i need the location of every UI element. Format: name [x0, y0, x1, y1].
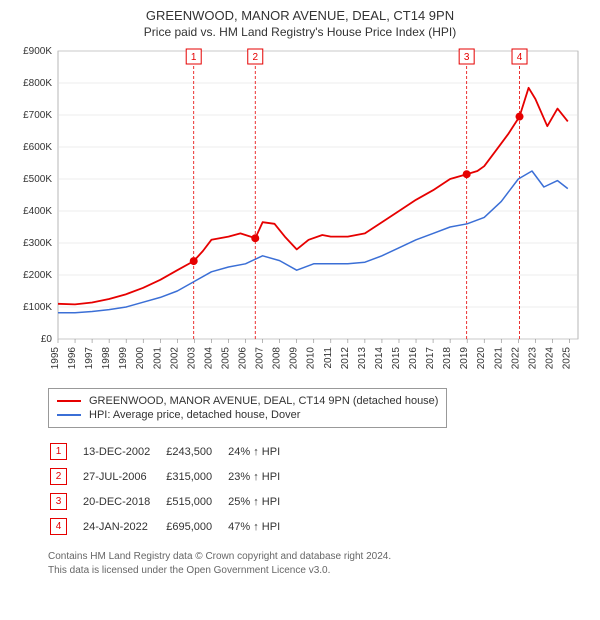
transaction-price: £315,000: [166, 465, 226, 488]
svg-text:2: 2: [252, 52, 258, 63]
svg-text:£200K: £200K: [23, 270, 52, 281]
legend-label: HPI: Average price, detached house, Dove…: [89, 409, 300, 421]
svg-text:1998: 1998: [101, 347, 112, 370]
transactions-table: 1 13-DEC-2002£243,50024% ↑ HPI 2 27-JUL-200…: [48, 438, 296, 540]
transaction-badge: 3: [50, 493, 67, 510]
svg-text:2019: 2019: [459, 347, 470, 370]
svg-text:2006: 2006: [238, 347, 249, 370]
svg-text:£0: £0: [41, 334, 53, 345]
transaction-date: 27-JUL-2006: [83, 465, 164, 488]
transaction-pct: 25% ↑ HPI: [228, 490, 294, 513]
transaction-date: 13-DEC-2002: [83, 440, 164, 463]
transaction-row: 4 24-JAN-2022£695,00047% ↑ HPI: [50, 515, 294, 538]
svg-text:2009: 2009: [289, 347, 300, 370]
svg-text:2018: 2018: [442, 347, 453, 370]
svg-text:£700K: £700K: [23, 110, 52, 121]
svg-text:£800K: £800K: [23, 78, 52, 89]
transaction-date: 24-JAN-2022: [83, 515, 164, 538]
svg-text:2005: 2005: [220, 347, 231, 370]
svg-text:2012: 2012: [340, 347, 351, 370]
svg-text:1995: 1995: [50, 347, 61, 370]
legend-label: GREENWOOD, MANOR AVENUE, DEAL, CT14 9PN …: [89, 395, 438, 407]
svg-text:2024: 2024: [544, 347, 555, 370]
transaction-index: 2: [50, 465, 81, 488]
svg-text:2022: 2022: [510, 347, 521, 370]
svg-text:2020: 2020: [476, 347, 487, 370]
svg-text:2021: 2021: [493, 347, 504, 370]
chart-subtitle: Price paid vs. HM Land Registry's House …: [12, 25, 588, 39]
transaction-badge: 4: [50, 518, 67, 535]
svg-text:4: 4: [517, 52, 523, 63]
transaction-pct: 23% ↑ HPI: [228, 465, 294, 488]
legend-swatch: [57, 414, 81, 416]
svg-text:1996: 1996: [67, 347, 78, 370]
legend-swatch: [57, 400, 81, 402]
transaction-row: 1 13-DEC-2002£243,50024% ↑ HPI: [50, 440, 294, 463]
transaction-pct: 24% ↑ HPI: [228, 440, 294, 463]
svg-text:2003: 2003: [186, 347, 197, 370]
footer: Contains HM Land Registry data © Crown c…: [48, 550, 588, 577]
svg-text:2015: 2015: [391, 347, 402, 370]
svg-text:1999: 1999: [118, 347, 129, 370]
svg-text:2016: 2016: [408, 347, 419, 370]
svg-text:2014: 2014: [374, 347, 385, 370]
chart-plot: £0 £100K £200K £300K £400K £500K £600K £700K £80…: [12, 45, 588, 378]
svg-text:£900K: £900K: [23, 46, 52, 57]
svg-text:£400K: £400K: [23, 206, 52, 217]
svg-text:1997: 1997: [84, 347, 95, 370]
transaction-index: 3: [50, 490, 81, 513]
svg-text:2001: 2001: [152, 347, 163, 370]
transaction-price: £695,000: [166, 515, 226, 538]
svg-text:2004: 2004: [203, 347, 214, 370]
svg-text:2011: 2011: [323, 347, 334, 369]
svg-text:£300K: £300K: [23, 238, 52, 249]
svg-text:2017: 2017: [425, 347, 436, 370]
svg-text:3: 3: [464, 52, 470, 63]
transaction-row: 2 27-JUL-2006£315,00023% ↑ HPI: [50, 465, 294, 488]
legend-item: GREENWOOD, MANOR AVENUE, DEAL, CT14 9PN …: [57, 395, 438, 407]
svg-text:£100K: £100K: [23, 302, 52, 313]
svg-text:1: 1: [191, 52, 197, 63]
svg-text:2008: 2008: [272, 347, 283, 370]
chart-title: GREENWOOD, MANOR AVENUE, DEAL, CT14 9PN: [12, 8, 588, 23]
svg-text:£600K: £600K: [23, 142, 52, 153]
svg-text:2013: 2013: [357, 347, 368, 370]
svg-text:2023: 2023: [527, 347, 538, 370]
transaction-badge: 1: [50, 443, 67, 460]
chart-svg: £0 £100K £200K £300K £400K £500K £600K £700K £80…: [12, 45, 588, 375]
svg-text:2000: 2000: [135, 347, 146, 370]
transaction-date: 20-DEC-2018: [83, 490, 164, 513]
footer-line-1: Contains HM Land Registry data © Crown c…: [48, 550, 588, 564]
transaction-index: 1: [50, 440, 81, 463]
svg-text:2010: 2010: [306, 347, 317, 370]
transaction-price: £243,500: [166, 440, 226, 463]
footer-line-2: This data is licensed under the Open Gov…: [48, 564, 588, 578]
transaction-index: 4: [50, 515, 81, 538]
svg-text:2007: 2007: [255, 347, 266, 370]
transaction-row: 3 20-DEC-2018£515,00025% ↑ HPI: [50, 490, 294, 513]
svg-text:2025: 2025: [561, 347, 572, 370]
transaction-pct: 47% ↑ HPI: [228, 515, 294, 538]
transaction-badge: 2: [50, 468, 67, 485]
transaction-price: £515,000: [166, 490, 226, 513]
legend: GREENWOOD, MANOR AVENUE, DEAL, CT14 9PN …: [48, 388, 447, 428]
chart-container: GREENWOOD, MANOR AVENUE, DEAL, CT14 9PN …: [0, 0, 600, 587]
svg-text:2002: 2002: [169, 347, 180, 370]
svg-text:£500K: £500K: [23, 174, 52, 185]
legend-item: HPI: Average price, detached house, Dove…: [57, 409, 438, 421]
